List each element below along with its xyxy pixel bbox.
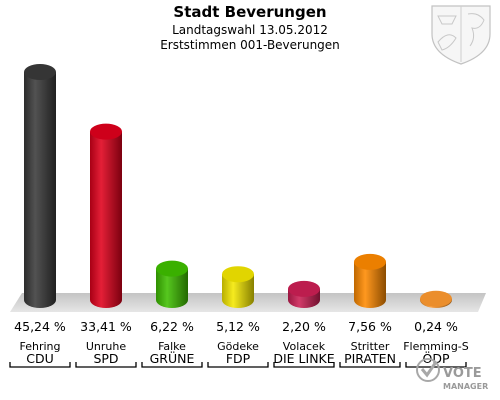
bar-top bbox=[24, 64, 56, 80]
value-label: 7,56 % bbox=[348, 319, 392, 334]
candidate-label: Flemming-S bbox=[403, 340, 469, 353]
value-label: 2,20 % bbox=[282, 319, 326, 334]
candidate-label: Fehring bbox=[20, 340, 61, 353]
bar-spd bbox=[90, 123, 122, 308]
chart-subtitle-2: Erststimmen 001-Beverungen bbox=[160, 38, 340, 52]
bar-body bbox=[156, 268, 188, 308]
party-bracket bbox=[273, 362, 335, 368]
candidate-label: Falke bbox=[158, 340, 186, 353]
bar-top bbox=[420, 290, 452, 307]
bar-cdu bbox=[24, 64, 56, 308]
party-bracket bbox=[339, 362, 401, 368]
chart-title: Stadt Beverungen bbox=[173, 3, 326, 21]
bar-body bbox=[24, 72, 56, 308]
value-label: 45,24 % bbox=[14, 319, 66, 334]
bar-gr-ne bbox=[156, 260, 188, 308]
vote-manager-watermark: VOTE MANAGER bbox=[416, 358, 488, 391]
party-bracket bbox=[405, 362, 467, 368]
bar-body bbox=[354, 261, 386, 308]
bar-top bbox=[288, 280, 320, 297]
candidate-label: Unruhe bbox=[86, 340, 126, 353]
party-label: SPD bbox=[93, 351, 118, 366]
candidate-label: Stritter bbox=[351, 340, 390, 353]
chart-subtitle: Landtagswahl 13.05.2012 bbox=[172, 23, 328, 37]
bar-body bbox=[222, 274, 254, 308]
value-label: 0,24 % bbox=[414, 319, 458, 334]
bar-fdp bbox=[222, 266, 254, 308]
bar-top bbox=[354, 253, 386, 270]
candidate-label: Gödeke bbox=[217, 340, 259, 353]
party-bracket bbox=[207, 362, 269, 368]
party-label: FDP bbox=[226, 351, 251, 366]
candidate-label: Volacek bbox=[283, 340, 326, 353]
bar-top bbox=[90, 123, 122, 140]
bar-top bbox=[156, 260, 188, 277]
value-label: 6,22 % bbox=[150, 319, 194, 334]
bar--dp bbox=[420, 290, 452, 308]
party-bracket bbox=[75, 362, 137, 368]
party-bracket bbox=[141, 362, 203, 368]
party-label: CDU bbox=[26, 351, 54, 366]
watermark-line2: MANAGER bbox=[443, 382, 488, 391]
bar-body bbox=[90, 131, 122, 308]
bar-top bbox=[222, 266, 254, 283]
watermark-line1: VOTE bbox=[443, 366, 482, 381]
party-label: PIRATEN bbox=[344, 351, 396, 366]
party-label: GRÜNE bbox=[150, 350, 195, 366]
bar-die-linke bbox=[288, 280, 320, 308]
value-label: 5,12 % bbox=[216, 319, 260, 334]
coat-of-arms-icon bbox=[431, 5, 491, 65]
party-label: DIE LINKE bbox=[273, 351, 334, 366]
value-label: 33,41 % bbox=[80, 319, 132, 334]
party-label: ÖDP bbox=[422, 350, 449, 366]
party-bracket bbox=[9, 362, 71, 368]
bars bbox=[24, 64, 452, 308]
bar-piraten bbox=[354, 253, 386, 308]
